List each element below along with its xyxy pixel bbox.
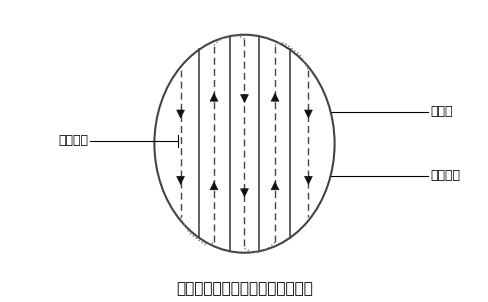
Text: 移动轨迹: 移动轨迹 — [59, 134, 88, 147]
Text: 参考线: 参考线 — [429, 105, 452, 118]
Text: 透明滤膜: 透明滤膜 — [429, 169, 460, 182]
Text: 显微镜视野在滤膜上的移动示意图: 显微镜视野在滤膜上的移动示意图 — [176, 281, 312, 297]
